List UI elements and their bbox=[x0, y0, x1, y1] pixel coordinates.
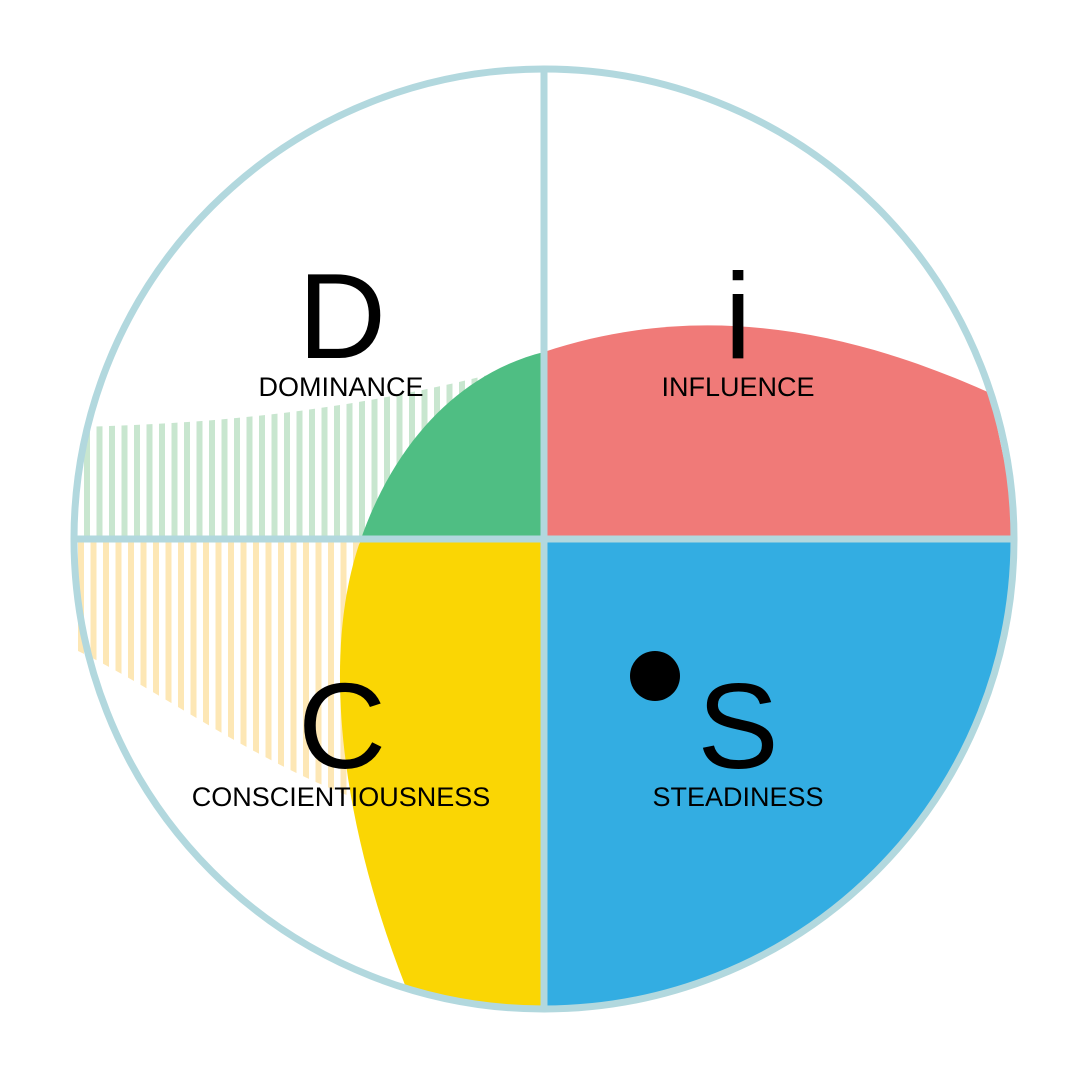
dominance-hatch-stripe bbox=[246, 372, 253, 536]
conscientiousness-label: CONSCIENTIOUSNESS bbox=[192, 782, 491, 812]
dominance-hatch-stripe bbox=[209, 372, 215, 536]
conscientiousness-fill bbox=[339, 536, 544, 1006]
conscientiousness-hatch-stripe bbox=[203, 541, 209, 800]
conscientiousness-hatch-stripe bbox=[140, 541, 147, 800]
dominance-letter: D bbox=[298, 248, 386, 384]
dominance-fill bbox=[362, 352, 544, 536]
dominance-hatch-stripe bbox=[134, 372, 140, 536]
dominance-hatch-stripe bbox=[321, 372, 328, 536]
dominance-hatch-stripe bbox=[109, 372, 115, 536]
dominance-hatch-stripe bbox=[221, 372, 228, 536]
conscientiousness-hatch-stripe bbox=[215, 541, 222, 800]
conscientiousness-hatch-stripe bbox=[115, 541, 122, 800]
dominance-hatch-stripe bbox=[184, 372, 190, 536]
conscientiousness-hatch-stripe bbox=[253, 541, 259, 800]
conscientiousness-hatch bbox=[78, 541, 359, 800]
dominance-hatch-stripe bbox=[84, 372, 90, 536]
conscientiousness-letter: C bbox=[298, 658, 386, 794]
dominance-hatch-stripe bbox=[309, 372, 315, 536]
dominance-hatch-stripe bbox=[346, 372, 353, 536]
conscientiousness-hatch-stripe bbox=[278, 541, 284, 800]
conscientiousness-hatch-stripe bbox=[328, 541, 334, 800]
dominance-hatch-stripe bbox=[334, 372, 340, 536]
conscientiousness-hatch-stripe bbox=[103, 541, 109, 800]
steadiness-letter: S bbox=[697, 658, 778, 794]
dominance-hatch-stripe bbox=[396, 372, 403, 536]
conscientiousness-hatch-stripe bbox=[290, 541, 297, 800]
dominance-hatch-stripe bbox=[121, 372, 128, 536]
steadiness-label: STEADINESS bbox=[652, 782, 823, 812]
position-dot bbox=[630, 651, 680, 701]
influence-letter: i bbox=[724, 248, 751, 384]
dominance-hatch-stripe bbox=[359, 372, 365, 536]
dominance-hatch-stripe bbox=[284, 372, 290, 536]
dominance-hatch-stripe bbox=[271, 372, 278, 536]
dominance-hatch-stripe bbox=[371, 372, 378, 536]
conscientiousness-hatch-stripe bbox=[128, 541, 134, 800]
dominance-hatch-stripe bbox=[384, 372, 390, 536]
dominance-hatch-stripe bbox=[296, 372, 303, 536]
influence-label: INFLUENCE bbox=[661, 372, 814, 402]
conscientiousness-hatch-stripe bbox=[303, 541, 309, 800]
conscientiousness-hatch-stripe bbox=[265, 541, 272, 800]
conscientiousness-hatch-stripe bbox=[165, 541, 172, 800]
dominance-hatch-stripe bbox=[159, 372, 165, 536]
dominance-hatch-stripe bbox=[171, 372, 178, 536]
conscientiousness-hatch-stripe bbox=[178, 541, 184, 800]
conscientiousness-hatch-stripe bbox=[240, 541, 247, 800]
conscientiousness-hatch-stripe bbox=[153, 541, 159, 800]
dominance-hatch-stripe bbox=[196, 372, 203, 536]
dominance-hatch-stripe bbox=[96, 372, 103, 536]
conscientiousness-hatch-stripe bbox=[190, 541, 197, 800]
dominance-hatch-stripe bbox=[234, 372, 240, 536]
dominance-hatch-stripe bbox=[146, 372, 153, 536]
influence-fill bbox=[544, 325, 1014, 536]
dominance-label: DOMINANCE bbox=[258, 372, 423, 402]
dominance-hatch-stripe bbox=[259, 372, 265, 536]
conscientiousness-hatch-stripe bbox=[228, 541, 234, 800]
conscientiousness-hatch-stripe bbox=[315, 541, 322, 800]
